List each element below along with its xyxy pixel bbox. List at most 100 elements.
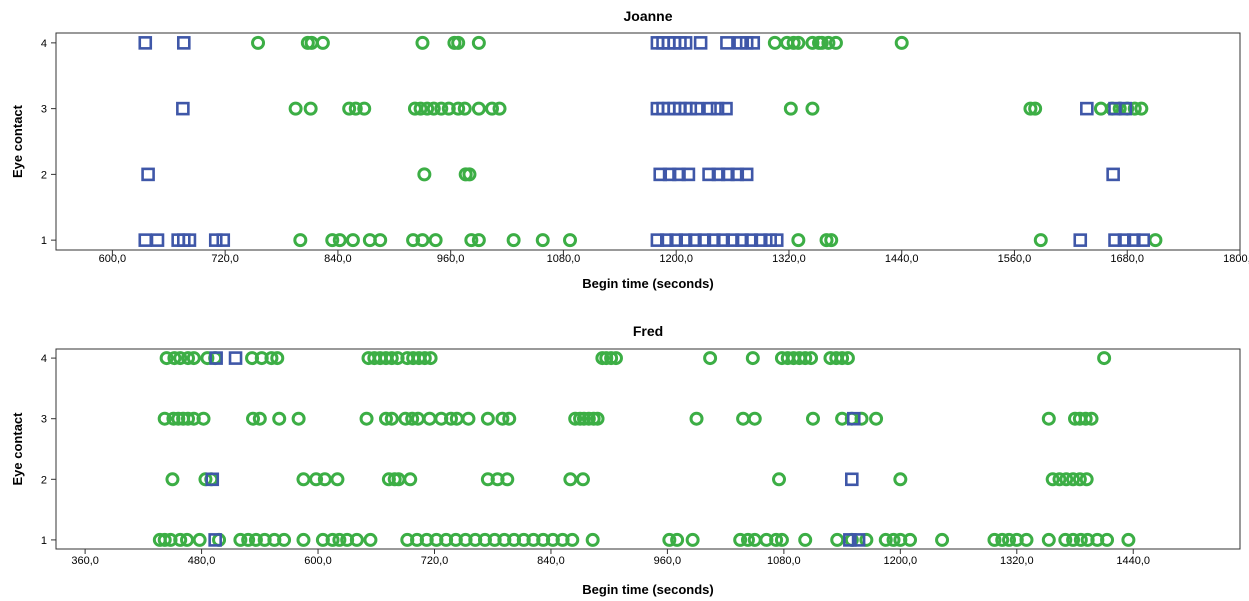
chart-panel-fred: Fred 360,0 480,0 600,0 720,0 840,0 960,0 1080,0… xyxy=(10,323,1241,597)
circle-point xyxy=(1078,411,1093,426)
circle-point xyxy=(506,233,521,248)
circle-point xyxy=(568,411,583,426)
square-point xyxy=(141,167,155,182)
circle-point xyxy=(413,101,428,116)
x-tick-label: 1440,0 xyxy=(885,253,919,265)
circle-point xyxy=(332,532,347,547)
circle-point xyxy=(774,532,789,547)
circle-point xyxy=(772,472,787,487)
square-point xyxy=(650,233,665,247)
circle-point xyxy=(791,233,806,248)
circle-point xyxy=(535,233,550,248)
circle-point xyxy=(1121,532,1136,547)
circle-point xyxy=(251,35,266,50)
square-point xyxy=(176,101,190,116)
y-tick-label: 1 xyxy=(41,535,47,547)
circle-point xyxy=(608,351,623,366)
circle-point xyxy=(212,532,227,547)
circle-point xyxy=(819,233,834,248)
circle-point xyxy=(814,35,829,50)
circle-point xyxy=(575,472,590,487)
circle-point xyxy=(398,411,413,426)
circle-point xyxy=(1066,532,1081,547)
square-point xyxy=(746,36,761,50)
circle-point xyxy=(443,411,458,426)
circle-point xyxy=(373,233,388,248)
square-point xyxy=(678,233,693,247)
square-point xyxy=(725,233,740,247)
circle-point xyxy=(835,351,850,366)
circle-point xyxy=(200,351,215,366)
circle-point xyxy=(325,233,340,248)
circle-point xyxy=(415,233,430,248)
circle-point xyxy=(246,411,261,426)
circle-point xyxy=(272,411,287,426)
circle-point xyxy=(805,101,820,116)
circle-point xyxy=(1028,101,1043,116)
circle-point xyxy=(165,472,180,487)
square-point xyxy=(176,36,191,50)
circle-point xyxy=(733,532,748,547)
y-tick-label: 3 xyxy=(41,104,47,116)
circle-point xyxy=(363,532,378,547)
square-point xyxy=(753,233,768,247)
circle-point xyxy=(563,472,578,487)
circle-point xyxy=(296,532,311,547)
square-point xyxy=(846,411,861,426)
circle-point xyxy=(342,101,357,116)
circle-point xyxy=(935,532,950,547)
circle-point xyxy=(451,35,466,50)
circle-point xyxy=(349,532,364,547)
circle-point xyxy=(403,472,418,487)
circle-point xyxy=(886,532,901,547)
circle-point xyxy=(786,35,801,50)
chart-title: Fred xyxy=(633,323,663,339)
square-point xyxy=(1117,233,1132,247)
x-tick-label: 1680,0 xyxy=(1110,253,1144,265)
circle-point xyxy=(252,411,267,426)
square-point xyxy=(672,167,686,182)
circle-point xyxy=(441,101,456,116)
circle-point xyxy=(434,101,449,116)
y-axis-title: Eye contact xyxy=(10,104,25,178)
circle-point xyxy=(378,411,393,426)
square-point xyxy=(138,233,153,247)
circle-point xyxy=(357,101,372,116)
circle-point xyxy=(1058,532,1073,547)
circle-point xyxy=(309,472,324,487)
square-point xyxy=(693,36,708,50)
circle-point xyxy=(995,532,1010,547)
circle-point xyxy=(406,233,421,248)
circle-point xyxy=(740,532,755,547)
circle-point xyxy=(1093,101,1108,116)
x-tick-label: 1200,0 xyxy=(659,253,693,265)
square-point xyxy=(735,233,749,247)
circle-point xyxy=(173,532,188,547)
circle-point xyxy=(288,101,303,116)
square-point xyxy=(719,101,733,116)
y-tick-label: 2 xyxy=(41,169,47,181)
circle-point xyxy=(581,411,596,426)
square-point xyxy=(703,101,717,116)
x-tick-label: 600,0 xyxy=(304,555,332,567)
circle-point xyxy=(828,35,843,50)
square-point xyxy=(681,167,696,182)
circle-point xyxy=(1059,472,1074,487)
square-point xyxy=(697,233,712,247)
circle-point xyxy=(767,35,782,50)
circle-point xyxy=(769,532,784,547)
circle-point xyxy=(824,233,839,248)
square-point xyxy=(182,233,197,247)
square-point xyxy=(216,233,231,247)
circle-point xyxy=(1041,532,1056,547)
circle-point xyxy=(293,233,308,248)
x-tick-label: 960,0 xyxy=(437,253,465,265)
x-tick-label: 1080,0 xyxy=(767,555,801,567)
circle-point xyxy=(859,532,874,547)
square-point xyxy=(702,167,716,182)
y-axis-title: Eye contact xyxy=(10,412,25,486)
circle-point xyxy=(1023,101,1038,116)
circle-point xyxy=(1127,101,1142,116)
circle-point xyxy=(502,411,517,426)
circle-point xyxy=(159,351,174,366)
